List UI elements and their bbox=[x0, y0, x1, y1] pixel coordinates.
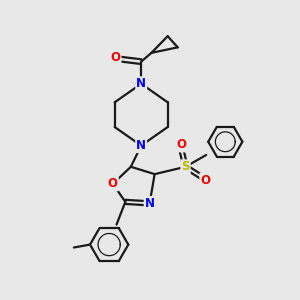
Text: O: O bbox=[108, 177, 118, 190]
Text: O: O bbox=[176, 139, 186, 152]
Text: O: O bbox=[111, 51, 121, 64]
Text: N: N bbox=[136, 77, 146, 90]
Text: S: S bbox=[181, 160, 190, 173]
Text: O: O bbox=[200, 173, 210, 187]
Text: N: N bbox=[145, 197, 154, 210]
Text: N: N bbox=[136, 139, 146, 152]
